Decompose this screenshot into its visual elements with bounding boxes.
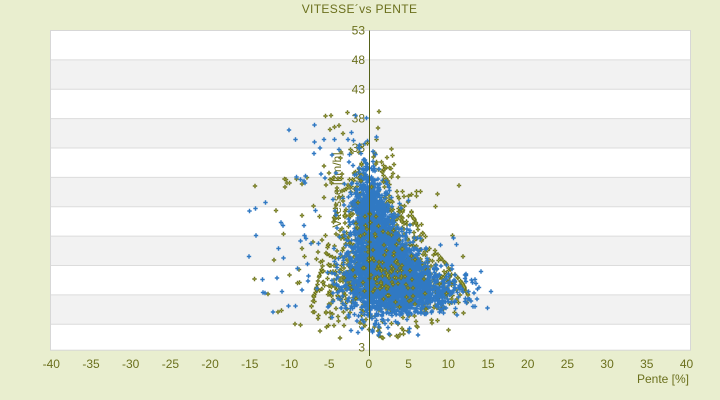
svg-text:38: 38	[352, 112, 366, 126]
svg-text:-5: -5	[324, 357, 335, 371]
svg-text:15: 15	[481, 357, 495, 371]
svg-text:30: 30	[600, 357, 614, 371]
svg-text:53: 53	[352, 24, 366, 38]
svg-text:-15: -15	[241, 357, 259, 371]
svg-text:-30: -30	[122, 357, 140, 371]
svg-text:48: 48	[352, 53, 366, 67]
svg-text:VITESSE´vs PENTE: VITESSE´vs PENTE	[302, 2, 418, 16]
svg-text:-20: -20	[201, 357, 219, 371]
svg-text:3: 3	[358, 341, 365, 355]
svg-text:-10: -10	[281, 357, 299, 371]
svg-text:10: 10	[442, 357, 456, 371]
svg-text:-35: -35	[82, 357, 100, 371]
svg-text:3: 3	[358, 317, 365, 331]
svg-text:0: 0	[366, 357, 373, 371]
svg-text:-40: -40	[43, 357, 61, 371]
svg-text:5: 5	[405, 357, 412, 371]
svg-text:40: 40	[680, 357, 694, 371]
svg-text:20: 20	[521, 357, 535, 371]
svg-text:-25: -25	[162, 357, 180, 371]
svg-text:Pente [%]: Pente [%]	[637, 372, 689, 386]
svg-text:35: 35	[640, 357, 654, 371]
svg-text:43: 43	[352, 82, 366, 96]
svg-text:25: 25	[561, 357, 575, 371]
